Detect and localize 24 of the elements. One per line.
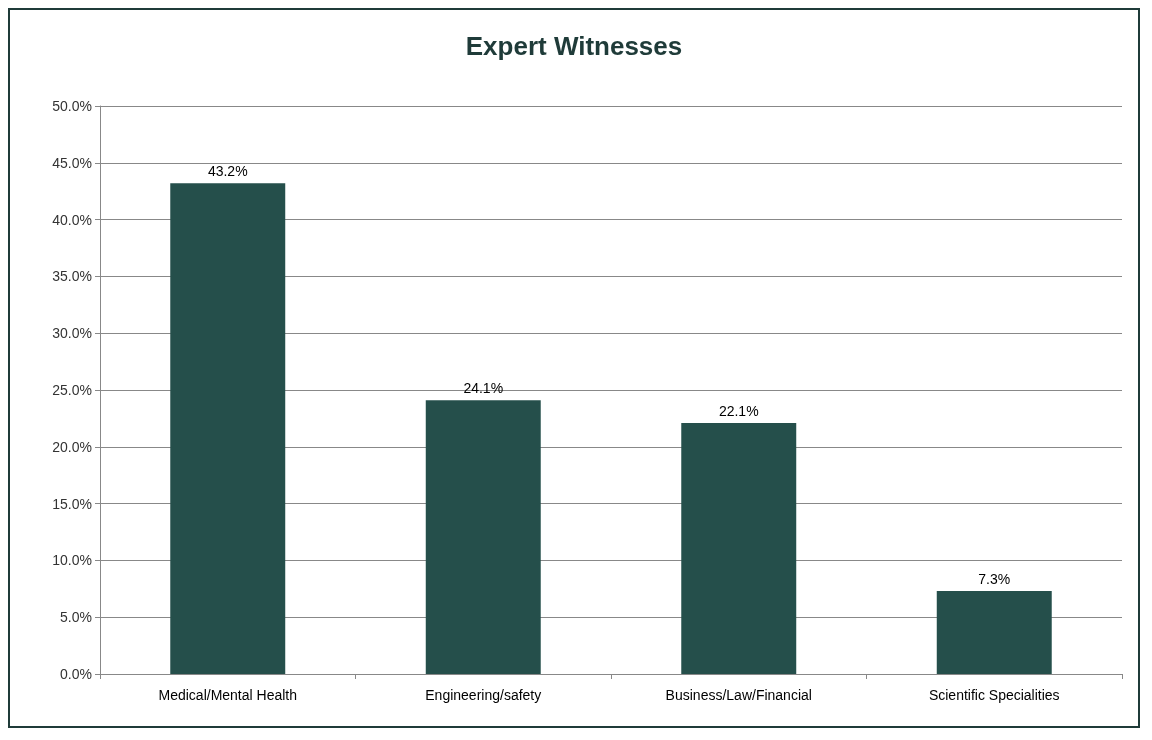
y-tick-label: 50.0% [52,98,92,114]
bar [170,183,286,674]
x-tick-label: Scientific Specialities [928,687,1060,703]
data-label: 7.3% [978,571,1011,588]
x-tick-label: Medical/Mental Health [158,687,298,703]
x-tick-label: Business/Law/Financial [665,687,812,703]
y-tick-label: 5.0% [60,609,92,626]
y-tick-label: 10.0% [52,552,92,569]
data-label: 24.1% [463,380,504,397]
y-tick-label: 20.0% [52,438,92,455]
y-tick-label: 0.0% [60,666,92,682]
y-tick-label: 15.0% [52,495,92,512]
bar [681,422,797,674]
x-tick-label: Engineering/safety [425,687,542,703]
y-tick-label: 25.0% [52,382,92,398]
bar [425,400,541,674]
y-tick-label: 40.0% [52,211,92,228]
y-tick-label: 30.0% [52,325,92,342]
chart-title: Expert Witnesses [465,31,683,61]
y-tick-label: 35.0% [52,268,92,285]
data-label: 22.1% [718,402,759,419]
y-tick-label: 45.0% [52,154,92,171]
bar [936,591,1052,674]
data-label: 43.2% [207,163,248,180]
